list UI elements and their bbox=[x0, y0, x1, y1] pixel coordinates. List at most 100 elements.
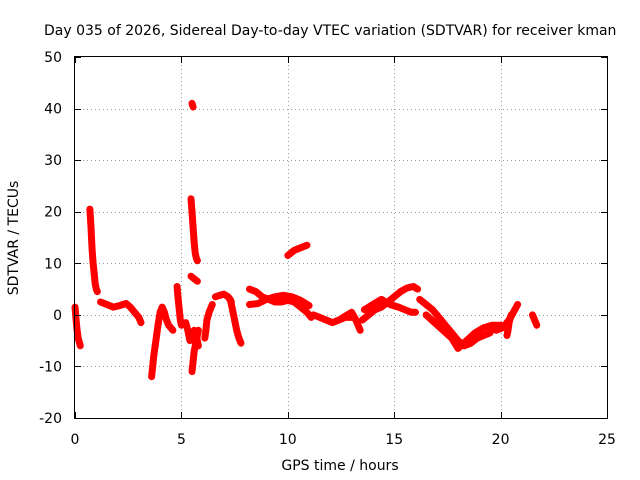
y-tick-label: 10 bbox=[44, 256, 62, 272]
data-point bbox=[235, 335, 242, 342]
data-point bbox=[448, 335, 455, 342]
data-point bbox=[190, 358, 197, 365]
data-point bbox=[372, 306, 378, 313]
data-point bbox=[191, 348, 198, 354]
data-point bbox=[192, 250, 199, 256]
data-point bbox=[474, 335, 481, 342]
data-point bbox=[135, 314, 142, 321]
data-point bbox=[252, 288, 259, 295]
data-point bbox=[442, 322, 449, 329]
data-point bbox=[291, 247, 298, 254]
x-tick-label: 25 bbox=[598, 432, 616, 448]
series-seg-b bbox=[86, 205, 101, 296]
data-point bbox=[246, 286, 253, 293]
data-point bbox=[127, 304, 134, 311]
data-point bbox=[391, 293, 398, 300]
chart-title: Day 035 of 2026, Sidereal Day-to-day VTE… bbox=[44, 23, 616, 39]
data-point bbox=[159, 304, 166, 311]
data-point bbox=[378, 304, 385, 311]
data-point bbox=[340, 314, 347, 321]
data-point bbox=[284, 252, 291, 259]
series-seg-o bbox=[246, 291, 313, 310]
series-seg-j bbox=[188, 99, 197, 111]
data-point bbox=[188, 273, 194, 280]
data-point bbox=[412, 309, 419, 316]
data-point bbox=[209, 301, 216, 308]
data-point bbox=[297, 304, 304, 311]
data-point bbox=[435, 314, 442, 321]
y-tick-label: 50 bbox=[44, 50, 62, 66]
series-seg-d bbox=[148, 303, 177, 381]
data-point bbox=[414, 286, 421, 293]
data-point bbox=[233, 327, 240, 334]
data-point bbox=[231, 317, 238, 323]
data-point bbox=[186, 337, 193, 344]
plot-frame bbox=[74, 56, 608, 419]
data-point bbox=[163, 317, 170, 323]
data-point bbox=[365, 311, 372, 318]
data-point bbox=[206, 309, 213, 316]
x-tick-label: 5 bbox=[177, 432, 186, 448]
series-line bbox=[358, 283, 422, 324]
data-point bbox=[416, 296, 423, 303]
data-point bbox=[97, 299, 104, 305]
data-point bbox=[329, 319, 336, 326]
data-point bbox=[499, 324, 506, 331]
data-point bbox=[480, 332, 487, 339]
data-point bbox=[472, 329, 479, 336]
data-point bbox=[514, 301, 521, 308]
data-point bbox=[404, 285, 410, 291]
data-point bbox=[155, 322, 161, 329]
axis-ticks bbox=[75, 57, 608, 419]
data-point bbox=[493, 327, 500, 334]
data-point bbox=[193, 255, 200, 262]
data-point bbox=[429, 306, 436, 313]
data-point bbox=[191, 239, 198, 246]
y-tick-label: 30 bbox=[44, 153, 62, 169]
series-seg-m bbox=[226, 295, 245, 347]
series-line bbox=[284, 241, 311, 259]
data-point bbox=[440, 327, 447, 334]
data-point bbox=[74, 327, 81, 334]
data-point bbox=[176, 306, 183, 313]
data-point bbox=[174, 283, 181, 290]
data-point bbox=[201, 335, 208, 342]
data-point bbox=[280, 292, 287, 299]
data-point bbox=[208, 304, 215, 311]
data-point bbox=[89, 244, 95, 251]
data-point bbox=[316, 314, 323, 321]
data-point bbox=[189, 368, 195, 375]
data-point bbox=[190, 224, 197, 231]
data-point bbox=[487, 324, 493, 331]
data-point bbox=[344, 311, 351, 318]
data-point bbox=[194, 278, 201, 285]
data-point bbox=[401, 306, 408, 313]
data-point bbox=[533, 322, 540, 329]
series-seg-y bbox=[529, 311, 541, 329]
data-point bbox=[182, 319, 189, 326]
data-point bbox=[504, 332, 510, 339]
series-line bbox=[71, 303, 84, 350]
data-point bbox=[131, 309, 138, 316]
y-tick-label: 20 bbox=[44, 205, 62, 221]
data-point bbox=[386, 301, 393, 308]
data-point bbox=[352, 317, 359, 323]
data-point bbox=[263, 296, 270, 303]
x-tick-label: 10 bbox=[279, 432, 297, 448]
data-point bbox=[193, 337, 200, 344]
data-point bbox=[194, 257, 201, 264]
y-axis-label: SDTVAR / TECUs bbox=[6, 181, 22, 296]
series-seg-i bbox=[188, 326, 202, 376]
data-point bbox=[480, 324, 487, 331]
data-point bbox=[195, 327, 202, 334]
data-point bbox=[91, 270, 98, 277]
y-tick-label: -10 bbox=[39, 359, 62, 375]
data-point bbox=[152, 337, 159, 344]
y-tick-label: 0 bbox=[53, 308, 62, 324]
data-point bbox=[529, 311, 536, 318]
x-tick-label: 20 bbox=[492, 432, 510, 448]
series-seg-p bbox=[284, 241, 311, 259]
data-point bbox=[323, 317, 330, 323]
data-point bbox=[359, 317, 366, 323]
